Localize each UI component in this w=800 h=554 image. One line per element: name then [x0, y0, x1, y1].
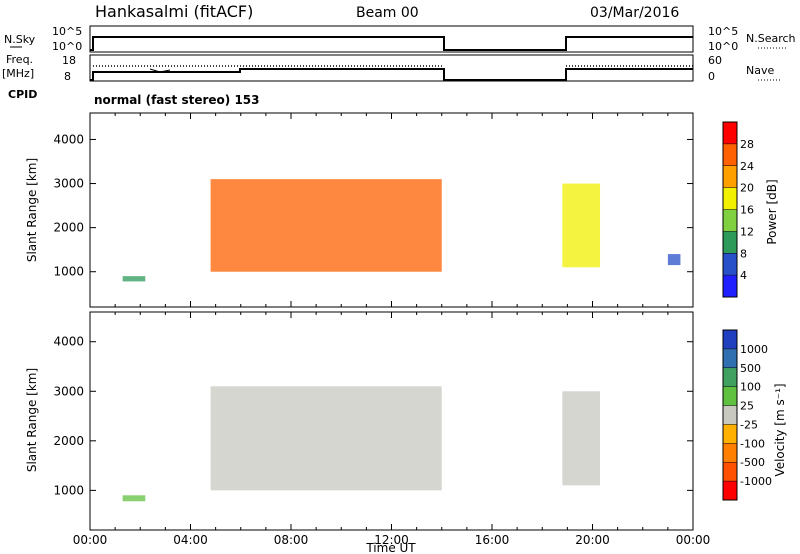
xtick-label: 04:00 [173, 533, 208, 547]
echo-region-1 [210, 179, 442, 272]
nave-dip [149, 68, 171, 73]
freq-label-top: Freq. [6, 53, 33, 66]
colorbar-swatch [723, 187, 737, 210]
mode-label: normal (fast stereo) 153 [94, 93, 260, 107]
velocity-echo-layer [122, 386, 601, 502]
echo-region-3 [122, 276, 146, 282]
colorbar-swatch [723, 424, 737, 444]
nsky-label: N.Sky [4, 33, 36, 46]
nave-tick-top: 60 [708, 54, 722, 67]
xtick-label: 16:00 [475, 533, 510, 547]
xtick-label: 20:00 [575, 533, 610, 547]
velocity-colorbar: 1000 500 100 25 -25 -100 -500 -1000 [722, 329, 772, 501]
freq-line [90, 68, 693, 81]
nsearch-tick-bottom: 10^0 [708, 40, 738, 53]
ytick-label: 1000 [53, 265, 84, 279]
echo-region-2 [562, 183, 601, 268]
xtick-label: 12:00 [374, 533, 409, 547]
xtick-label: 00:00 [73, 533, 108, 547]
echo-region-1 [210, 386, 442, 491]
colorbar-tick-label: -500 [740, 456, 765, 469]
velocity-colorbar-label: Velocity [m s⁻¹] [773, 383, 787, 476]
echo-region-4 [667, 254, 681, 266]
power-xticks [89, 113, 694, 307]
nave-tick-bottom: 0 [708, 70, 715, 83]
nsearch-tick-top: 10^5 [708, 25, 738, 38]
nsearch-label: N.Search [746, 32, 796, 45]
freq-tick-top: 18 [62, 54, 76, 67]
colorbar-swatch [723, 367, 737, 387]
nave-label: Nave [746, 64, 774, 77]
colorbar-tick-label: -100 [740, 437, 765, 450]
freq-label-bottom: [MHz] [2, 67, 34, 80]
date-title: 03/Mar/2016 [590, 5, 679, 21]
colorbar-tick-label: -25 [740, 418, 758, 431]
colorbar-swatch [723, 275, 737, 297]
colorbar-swatch [723, 231, 737, 254]
velocity-xticks: 00:00 04:00 08:00 12:00 16:00 20:00 00:00 [73, 312, 711, 547]
ytick-label: 2000 [53, 221, 84, 235]
colorbar-swatch [723, 330, 737, 349]
ytick-label: 4000 [53, 132, 84, 146]
xtick-label: 08:00 [274, 533, 309, 547]
power-echo-layer [122, 179, 681, 282]
echo-region-2 [562, 391, 601, 486]
nsky-line [90, 36, 693, 51]
ytick-label: 2000 [53, 434, 84, 448]
ytick-label: 3000 [53, 177, 84, 191]
colorbar-tick-label: 1000 [740, 343, 768, 356]
velocity-ylabel: Slant Range [km] [25, 368, 39, 472]
nsky-tick-bottom: 10^0 [52, 40, 82, 53]
power-colorbar: 4 8 12 16 20 24 28 [722, 121, 754, 298]
colorbar-tick-label: 500 [740, 362, 761, 375]
beam-title: Beam 00 [356, 5, 419, 21]
colorbar-swatch [723, 209, 737, 232]
colorbar-swatch [723, 143, 737, 166]
colorbar-tick-label: 12 [740, 225, 754, 238]
colorbar-tick-label: 16 [740, 204, 754, 217]
station-title: Hankasalmi (fitACF) [95, 2, 253, 21]
power-panel: 1000 2000 3000 4000 Slant Range [km] [25, 112, 694, 308]
colorbar-swatch [723, 443, 737, 463]
cpid-label: CPID [8, 88, 37, 101]
colorbar-tick-label: 100 [740, 381, 761, 394]
colorbar-swatch [723, 481, 737, 500]
velocity-panel: 1000 2000 3000 4000 00:00 04:00 08:00 12:00 16:… [25, 311, 711, 554]
ytick-label: 3000 [53, 384, 84, 398]
colorbar-tick-label: 24 [740, 160, 754, 173]
ytick-label: 1000 [53, 483, 84, 497]
colorbar-swatch [723, 405, 737, 425]
colorbar-tick-label: 20 [740, 182, 754, 195]
ytick-label: 4000 [53, 335, 84, 349]
colorbar-tick-label: -1000 [740, 475, 772, 488]
freq-tick-bottom: 8 [64, 70, 71, 83]
colorbar-swatch [723, 122, 737, 144]
power-ylabel: Slant Range [km] [25, 158, 39, 262]
colorbar-swatch [723, 462, 737, 482]
colorbar-tick-label: 25 [740, 400, 754, 413]
power-yticks: 1000 2000 3000 4000 [53, 132, 693, 279]
colorbar-swatch [723, 386, 737, 406]
colorbar-tick-label: 8 [740, 247, 747, 260]
colorbar-swatch [723, 348, 737, 368]
colorbar-swatch [723, 253, 737, 276]
power-colorbar-label: Power [dB] [765, 179, 779, 244]
colorbar-swatch [723, 165, 737, 188]
time-xlabel: Time UT [365, 541, 416, 554]
nsky-panel-frame [89, 25, 694, 53]
xtick-label: 00:00 [676, 533, 711, 547]
colorbar-tick-label: 28 [740, 138, 754, 151]
echo-region-3 [122, 495, 146, 502]
velocity-yticks: 1000 2000 3000 4000 [53, 335, 693, 497]
colorbar-frame [722, 329, 738, 501]
colorbar-tick-label: 4 [740, 269, 747, 282]
nsky-tick-top: 10^5 [52, 25, 82, 38]
